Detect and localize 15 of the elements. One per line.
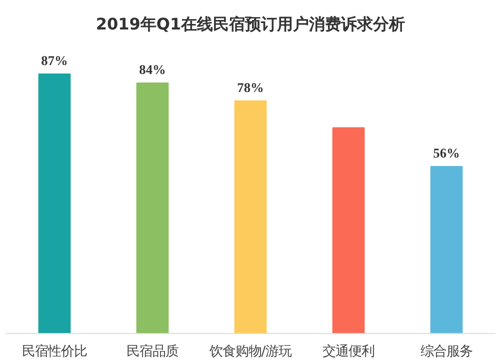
chart-title: 2019年Q1在线民宿预订用户消费诉求分析: [96, 14, 406, 34]
data-label: 78%: [237, 80, 264, 95]
bar: [430, 166, 463, 334]
x-tick-label: 民宿性价比: [22, 344, 87, 360]
x-tick-label: 饮食购物/游玩: [208, 344, 292, 360]
bar: [332, 127, 365, 334]
data-label: 56%: [433, 145, 460, 160]
bar: [136, 82, 169, 334]
data-label: 87%: [41, 53, 68, 68]
x-tick-label: 民宿品质: [126, 344, 178, 360]
x-tick-label: 交通便利: [322, 344, 374, 360]
data-label: 84%: [139, 62, 166, 77]
bar: [38, 74, 71, 334]
x-tick-label: 综合服务: [420, 344, 472, 360]
bar: [234, 100, 267, 334]
